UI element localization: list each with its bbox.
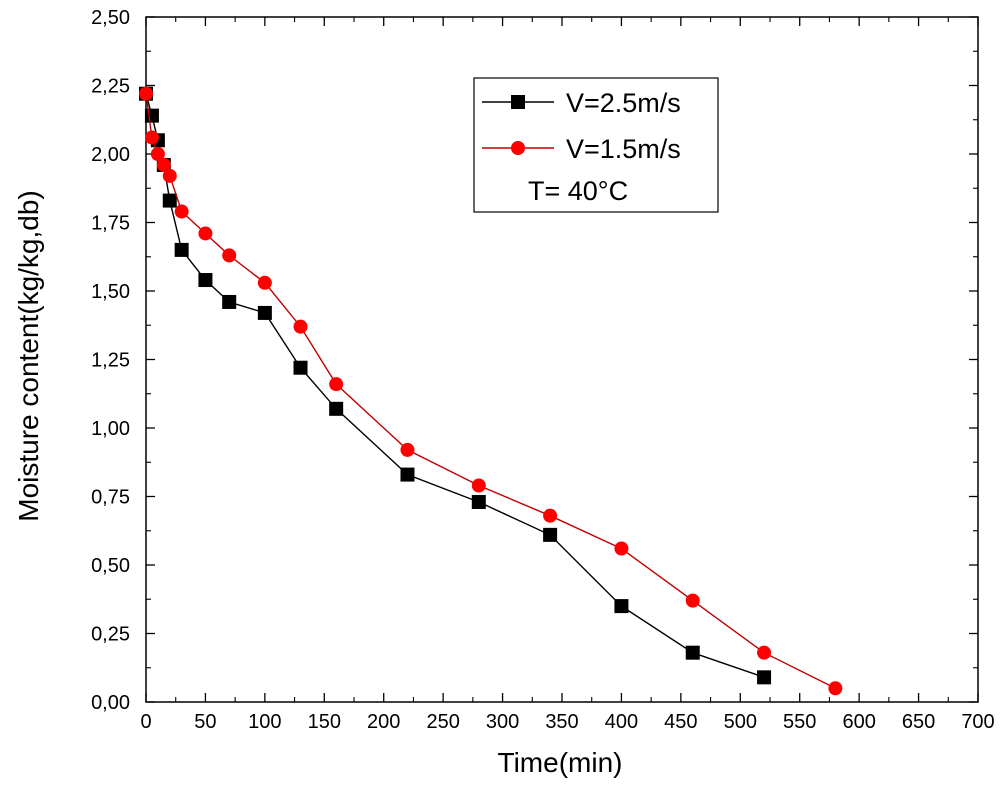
data-point	[828, 681, 843, 696]
x-axis-ticks: 0 50 100 150 200 250 300 350 400 450 500 550 600 650 7…	[140, 17, 995, 733]
data-point	[162, 193, 177, 208]
series-2	[139, 86, 843, 696]
data-point	[222, 294, 237, 309]
data-point	[614, 599, 629, 614]
x-tick-label: 500	[724, 711, 757, 733]
x-tick-label: 300	[486, 711, 519, 733]
x-tick-label: 50	[194, 711, 216, 733]
data-point	[757, 670, 772, 685]
x-axis-title: Time(min)	[498, 747, 623, 778]
y-tick-label: 0,75	[91, 487, 130, 509]
y-tick-label: 2,00	[91, 144, 130, 166]
data-point	[162, 168, 177, 183]
data-point	[139, 86, 153, 101]
data-point	[257, 305, 272, 320]
data-point	[198, 273, 213, 288]
legend: V=2.5m/s V=1.5m/s T= 40°C	[473, 77, 719, 213]
data-point	[144, 130, 159, 145]
data-point	[614, 541, 629, 556]
data-point	[543, 508, 558, 523]
x-tick-label: 550	[783, 711, 816, 733]
legend-annotation: T= 40°C	[528, 176, 628, 206]
data-point	[471, 494, 486, 509]
legend-marker	[511, 95, 525, 109]
data-point	[400, 442, 415, 457]
data-point	[174, 204, 189, 219]
y-tick-label: 1,25	[91, 350, 130, 372]
data-point	[329, 401, 344, 416]
x-tick-label: 600	[842, 711, 875, 733]
data-point	[329, 377, 344, 392]
data-point	[198, 226, 213, 241]
y-tick-label: 1,00	[91, 418, 130, 440]
data-point	[757, 645, 772, 660]
x-tick-label: 700	[961, 711, 994, 733]
data-point	[685, 645, 700, 660]
y-tick-label: 1,75	[91, 213, 130, 235]
data-point	[222, 248, 237, 263]
y-tick-label: 0,50	[91, 555, 130, 577]
x-tick-label: 0	[140, 711, 151, 733]
data-point	[543, 527, 558, 542]
legend-label: V=2.5m/s	[566, 88, 681, 118]
x-tick-label: 200	[367, 711, 400, 733]
x-tick-label: 400	[605, 711, 638, 733]
data-point	[685, 593, 700, 608]
data-point	[471, 478, 486, 493]
y-axis-ticks: 0,00 0,25 0,50 0,75 1,00 1,25 1,50 1,75 2,00 2,25…	[91, 7, 978, 714]
y-axis-title: Moisture content(kg/kg,db)	[13, 190, 44, 522]
y-tick-label: 0,25	[91, 624, 130, 646]
data-point	[150, 147, 165, 161]
data-point	[144, 108, 159, 123]
y-tick-label: 2,25	[91, 76, 130, 98]
y-tick-label: 2,50	[91, 7, 130, 29]
data-point	[257, 275, 272, 290]
data-point	[293, 360, 308, 375]
x-tick-label: 350	[545, 711, 578, 733]
x-tick-label: 650	[902, 711, 935, 733]
x-tick-label: 450	[664, 711, 697, 733]
legend-label: V=1.5m/s	[566, 134, 681, 164]
y-tick-label: 0,00	[91, 692, 130, 714]
y-tick-label: 1,50	[91, 281, 130, 303]
x-tick-label: 100	[248, 711, 281, 733]
legend-item-2: V=1.5m/s	[482, 134, 681, 164]
data-point	[156, 157, 171, 172]
x-tick-label: 250	[426, 711, 459, 733]
data-point	[400, 467, 415, 482]
series-layer	[139, 86, 843, 696]
x-tick-label: 150	[308, 711, 341, 733]
legend-item-1: V=2.5m/s	[482, 88, 681, 118]
data-point	[293, 319, 308, 334]
data-point	[174, 242, 189, 257]
legend-marker	[511, 141, 525, 155]
